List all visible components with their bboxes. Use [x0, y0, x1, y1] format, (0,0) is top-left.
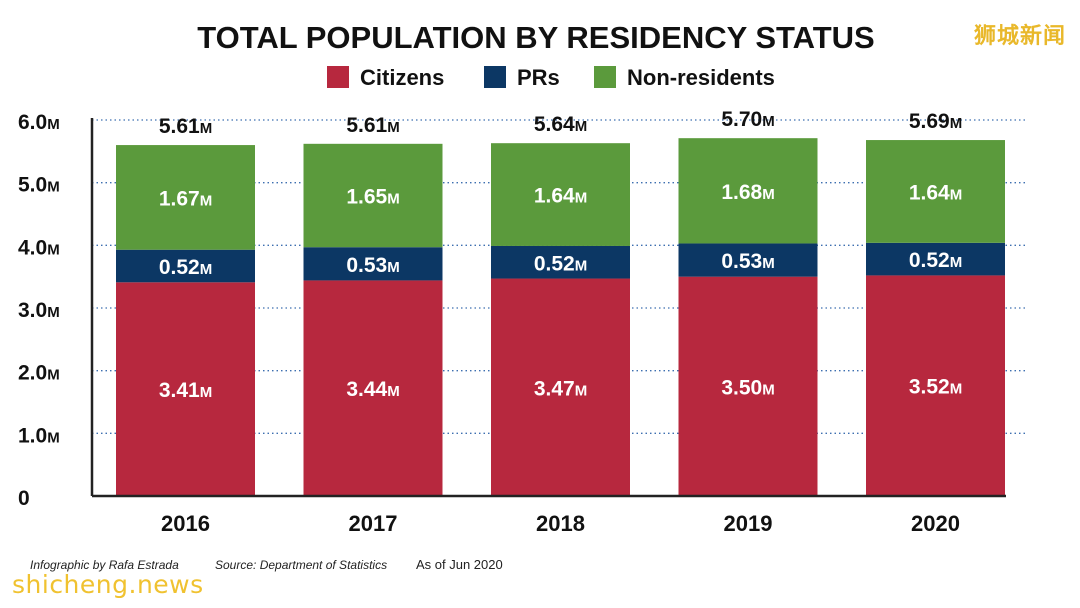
value-label-citizens-2018: 3.47M: [534, 377, 587, 400]
value-label-prs-2020: 0.52M: [909, 249, 962, 272]
value-label-non-residents-2019: 1.68M: [721, 181, 774, 204]
chart-title: TOTAL POPULATION BY RESIDENCY STATUS: [197, 20, 874, 55]
total-label-2016: 5.61M: [159, 115, 212, 138]
y-tick-label: 2.0M: [18, 362, 60, 385]
legend-swatch-citizens: [327, 66, 349, 88]
legend-label-citizens: Citizens: [360, 65, 444, 90]
bar-group-2017: 3.44M 0.53M 1.65M 5.61M: [303, 114, 443, 496]
footer-as-of: As of Jun 2020: [416, 557, 503, 572]
value-label-citizens-2019: 3.50M: [721, 376, 774, 399]
y-tick-label: 0: [18, 487, 30, 510]
x-tick-label-2020: 2020: [911, 511, 960, 536]
value-label-non-residents-2018: 1.64M: [534, 185, 587, 208]
value-label-citizens-2020: 3.52M: [909, 376, 962, 399]
bar-group-2018: 3.47M 0.52M 1.64M 5.64M: [491, 113, 630, 496]
bar-group-2020: 3.52M 0.52M 1.64M 5.69M: [866, 110, 1005, 496]
bar-segment-prs-2020: [866, 242, 1005, 276]
y-tick-label: 1.0M: [18, 424, 60, 447]
bar-segment-non-residents-2019: [678, 138, 818, 244]
x-axis: 2016 2017 2018 2019 2020: [92, 494, 1006, 536]
bar-segment-citizens-2020: [866, 275, 1005, 496]
bar-segment-non-residents-2017: [303, 143, 443, 248]
total-label-2019: 5.70M: [721, 108, 774, 131]
value-label-prs-2019: 0.53M: [721, 250, 774, 273]
x-tick-label-2017: 2017: [349, 511, 398, 536]
total-label-2018: 5.64M: [534, 113, 587, 136]
bar-segment-non-residents-2018: [491, 143, 630, 246]
legend-label-non-residents: Non-residents: [627, 65, 775, 90]
legend-swatch-non-residents: [594, 66, 616, 88]
value-label-prs-2016: 0.52M: [159, 256, 212, 279]
bar-segment-citizens-2016: [116, 282, 255, 496]
legend-label-prs: PRs: [517, 65, 560, 90]
y-tick-label: 6.0M: [18, 111, 60, 134]
value-label-non-residents-2020: 1.64M: [909, 181, 962, 204]
value-label-non-residents-2017: 1.65M: [346, 186, 399, 209]
bar-group-2016: 3.41M 0.52M 1.67M 5.61M: [116, 115, 255, 496]
x-tick-label-2016: 2016: [161, 511, 210, 536]
value-label-non-residents-2016: 1.67M: [159, 187, 212, 210]
y-tick-label: 3.0M: [18, 299, 60, 322]
bar-group-2019: 3.50M 0.53M 1.68M 5.70M: [678, 108, 818, 496]
value-label-prs-2017: 0.53M: [346, 254, 399, 277]
y-tick-label: 5.0M: [18, 174, 60, 197]
bar-segment-citizens-2019: [678, 276, 818, 496]
chart-legend: Citizens PRs Non-residents: [327, 65, 775, 90]
y-axis: 0 1.0M 2.0M 3.0M 4.0M 5.0M 6.0M: [18, 111, 94, 510]
bar-segment-citizens-2018: [491, 278, 630, 496]
bar-segment-prs-2018: [491, 245, 630, 279]
watermark-bottom-brand: shicheng.news: [12, 570, 204, 599]
x-tick-label-2019: 2019: [724, 511, 773, 536]
bar-segment-non-residents-2020: [866, 140, 1005, 243]
legend-swatch-prs: [484, 66, 506, 88]
bar-segment-prs-2016: [116, 249, 255, 283]
value-label-citizens-2017: 3.44M: [346, 378, 399, 401]
bar-segment-non-residents-2016: [116, 145, 255, 250]
x-tick-label-2018: 2018: [536, 511, 585, 536]
total-label-2017: 5.61M: [346, 114, 399, 137]
bar-segment-prs-2019: [678, 243, 818, 277]
value-label-prs-2018: 0.52M: [534, 252, 587, 275]
y-tick-label: 4.0M: [18, 236, 60, 259]
bar-segment-citizens-2017: [303, 280, 443, 496]
total-label-2020: 5.69M: [909, 110, 962, 133]
footer-source: Source: Department of Statistics: [215, 558, 388, 572]
footer-credit: Infographic by Rafa Estrada: [30, 558, 179, 572]
value-label-citizens-2016: 3.41M: [159, 379, 212, 402]
bar-segment-prs-2017: [303, 247, 443, 281]
bars-layer: 3.41M 0.52M 1.67M 5.61M 3.44M 0.53M 1.65M 5.61M…: [116, 108, 1005, 496]
watermark-top-brand: 狮城新闻: [973, 24, 1066, 49]
